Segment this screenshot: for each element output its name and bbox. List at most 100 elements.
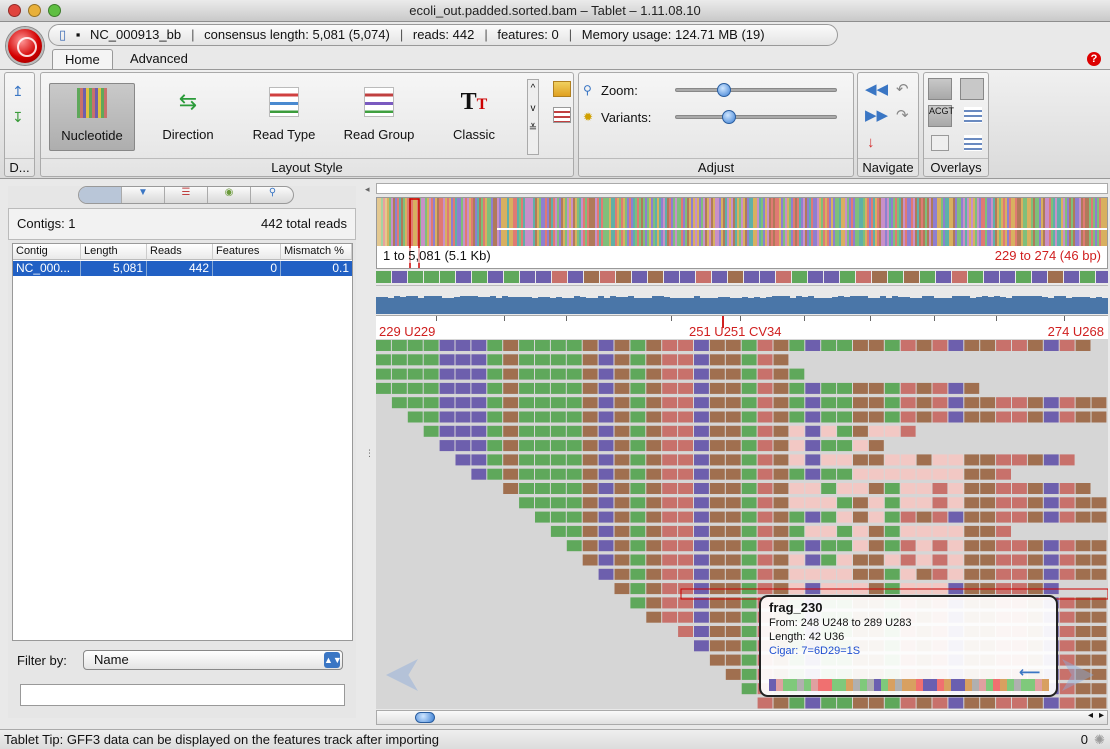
tooltip-read-base bbox=[881, 679, 888, 691]
read-base bbox=[853, 511, 868, 523]
overview-stripe bbox=[623, 198, 625, 246]
page-right-icon[interactable]: ▶▶ bbox=[865, 107, 889, 124]
read-base bbox=[1043, 340, 1059, 351]
overview-stripe bbox=[909, 198, 911, 246]
contigs-tab-icon[interactable] bbox=[79, 187, 122, 203]
overview-stripe bbox=[525, 198, 527, 246]
read-base bbox=[900, 511, 916, 523]
read-base bbox=[582, 340, 598, 351]
overview-stripe bbox=[691, 198, 693, 246]
variants-slider-knob[interactable] bbox=[721, 110, 736, 124]
overview-stripe bbox=[503, 198, 505, 246]
page-left-icon[interactable]: ◀◀ bbox=[865, 81, 889, 98]
splitter-handle-icon[interactable]: ⋮ bbox=[365, 448, 374, 458]
overview-stripe bbox=[679, 198, 681, 246]
show-tags-icon[interactable] bbox=[964, 135, 982, 151]
expand-icon[interactable]: ≚ bbox=[528, 123, 538, 134]
variants-slider[interactable] bbox=[675, 110, 837, 124]
close-window-button[interactable] bbox=[8, 4, 21, 17]
minimize-window-button[interactable] bbox=[28, 4, 41, 17]
save-icon[interactable]: ▪ bbox=[75, 27, 81, 42]
contig-name: NC_000913_bb bbox=[90, 27, 182, 42]
read-groups-tab-icon[interactable]: ◉ bbox=[208, 187, 251, 203]
next-feature-icon[interactable]: ↓ bbox=[867, 134, 875, 151]
direction-layout-button[interactable]: ⇆ Direction bbox=[145, 83, 231, 151]
read-base bbox=[662, 525, 678, 537]
annotations-tab-icon[interactable]: ☰ bbox=[165, 187, 208, 203]
zoom-window-button[interactable] bbox=[48, 4, 61, 17]
window-title: ecoli_out.padded.sorted.bam – Tablet – 1… bbox=[409, 3, 701, 18]
overview-stripe bbox=[1105, 198, 1107, 246]
read-base bbox=[566, 483, 582, 494]
scroll-right-icon[interactable]: ▸ bbox=[1098, 710, 1104, 721]
overview-stripe bbox=[727, 198, 729, 246]
scroll-up-icon[interactable]: ^ bbox=[530, 83, 536, 94]
color-scheme-icon[interactable] bbox=[553, 81, 571, 97]
tab-advanced[interactable]: Advanced bbox=[130, 51, 188, 66]
zoom-slider-knob[interactable] bbox=[717, 83, 731, 97]
read-base bbox=[757, 468, 773, 480]
read-base bbox=[821, 511, 837, 523]
read-base bbox=[980, 483, 996, 494]
application-orb-button[interactable] bbox=[6, 27, 44, 65]
layout-scroll[interactable]: ^ v ≚ bbox=[527, 79, 539, 155]
info-pane-icon[interactable] bbox=[928, 78, 952, 100]
nucleotide-layout-button[interactable]: Nucleotide bbox=[49, 83, 135, 151]
undo-icon[interactable]: ↶ bbox=[896, 81, 909, 98]
help-icon[interactable]: ? bbox=[1087, 52, 1101, 66]
features-tab-icon[interactable]: ▼ bbox=[122, 187, 165, 203]
reads-canvas[interactable] bbox=[376, 339, 1108, 709]
overview-stripe bbox=[649, 198, 651, 246]
read-base bbox=[566, 440, 582, 452]
classic-layout-button[interactable]: TT Classic bbox=[431, 83, 517, 151]
overview-stripe bbox=[1035, 198, 1037, 246]
col-mismatch[interactable]: Mismatch % bbox=[281, 244, 352, 260]
tag-variants-icon[interactable] bbox=[553, 107, 571, 123]
find-tab-icon[interactable]: ⚲ bbox=[268, 187, 277, 198]
read-base bbox=[455, 397, 471, 409]
show-bases-icon[interactable] bbox=[964, 107, 982, 123]
import-icon[interactable]: ↥ bbox=[12, 83, 24, 99]
col-contig[interactable]: Contig bbox=[13, 244, 81, 260]
coverage-bar bbox=[652, 296, 658, 314]
tab-home[interactable]: Home bbox=[52, 49, 113, 69]
zoom-slider[interactable] bbox=[675, 83, 837, 97]
read-base bbox=[1043, 397, 1059, 409]
read-type-layout-button[interactable]: Read Type bbox=[241, 83, 327, 151]
scroll-down-icon[interactable]: v bbox=[530, 103, 536, 114]
panel-splitter[interactable]: ◂ ⋮ bbox=[364, 184, 374, 726]
read-group-layout-button[interactable]: Read Group bbox=[336, 83, 422, 151]
splitter-left-icon[interactable]: ◂ bbox=[365, 184, 370, 194]
show-text-icon[interactable]: ACGT bbox=[928, 105, 954, 127]
scroll-left-icon[interactable]: ◂ bbox=[1087, 710, 1093, 721]
read-base bbox=[773, 540, 789, 552]
ribbon-group-navigate: ◀◀ ↶ ▶▶ ↷ ↓ Navigate bbox=[857, 72, 919, 177]
overview-stripe bbox=[405, 198, 407, 246]
scrollbar-thumb[interactable] bbox=[415, 712, 435, 723]
read-base bbox=[980, 340, 996, 351]
read-base bbox=[916, 340, 932, 351]
filter-select[interactable]: Name ▲▼ bbox=[83, 650, 343, 670]
show-pairs-icon[interactable] bbox=[931, 135, 949, 151]
redo-icon[interactable]: ↷ bbox=[896, 107, 909, 124]
open-icon[interactable]: ▯ bbox=[59, 27, 67, 42]
read-base bbox=[709, 640, 725, 652]
read-base bbox=[821, 340, 837, 351]
overview-stripe bbox=[605, 198, 607, 246]
read-base bbox=[614, 368, 630, 380]
overview-track[interactable]: 1 to 5,081 (5.1 Kb) 229 to 274 (46 bp) bbox=[376, 197, 1108, 269]
col-features[interactable]: Features bbox=[213, 244, 281, 260]
export-icon[interactable]: ↧ bbox=[12, 109, 24, 125]
col-length[interactable]: Length bbox=[81, 244, 147, 260]
read-base bbox=[884, 540, 900, 552]
read-base bbox=[662, 468, 678, 480]
table-row[interactable]: NC_000... 5,081 442 0 0.1 bbox=[13, 261, 352, 276]
read-base bbox=[900, 697, 916, 709]
show-read-shadower-icon[interactable] bbox=[960, 78, 984, 100]
read-base bbox=[598, 440, 614, 452]
col-reads[interactable]: Reads bbox=[147, 244, 213, 260]
coverage-bar bbox=[742, 297, 748, 314]
filter-input[interactable] bbox=[20, 684, 345, 706]
top-scrollbar[interactable] bbox=[376, 183, 1108, 194]
horizontal-scrollbar[interactable]: ◂ ▸ bbox=[376, 710, 1108, 725]
